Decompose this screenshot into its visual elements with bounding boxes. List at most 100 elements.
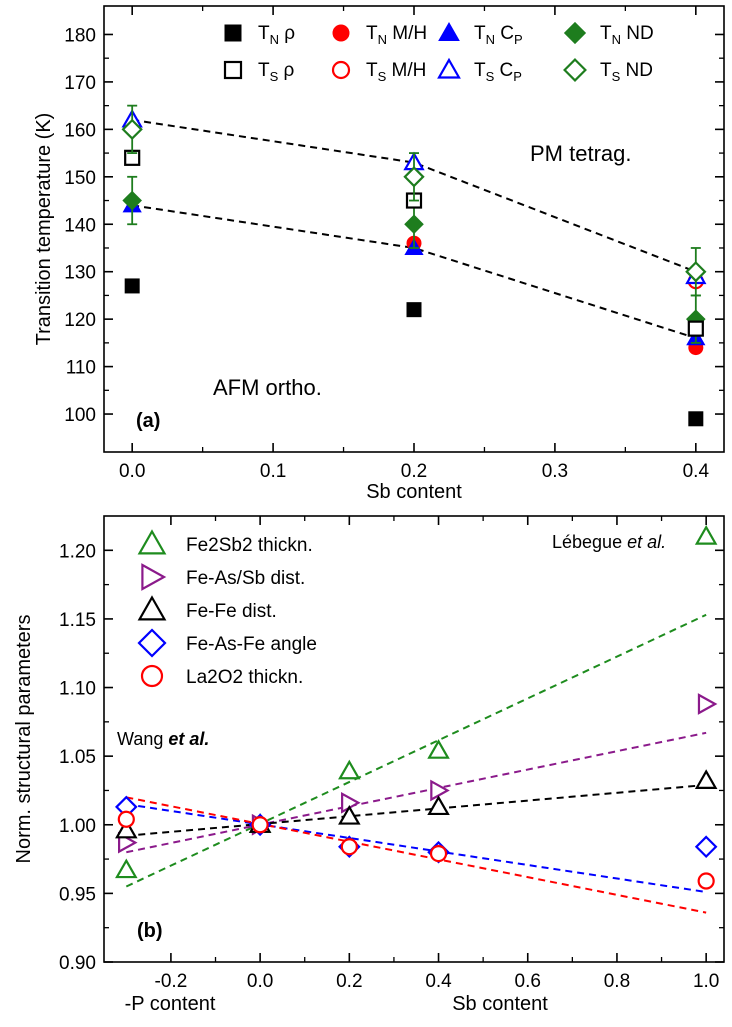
panel-b-legend-marker bbox=[137, 628, 167, 658]
legend-subscript: N bbox=[486, 32, 495, 47]
region-label-pm-tetragonal: PM tetrag. bbox=[530, 141, 631, 166]
panel-b-point bbox=[697, 872, 715, 890]
panel-a-x-tick-label: 0.3 bbox=[542, 461, 568, 482]
panel-b-point bbox=[697, 693, 718, 715]
panel-b-x-tick-label: 1.0 bbox=[693, 971, 719, 992]
panel-b-chart: -0.2 0.0 0.2 0.4 0.6 0.8 1.0 0.90 0.95 1.00 1.05 1.… bbox=[13, 515, 725, 1015]
panel-a-point bbox=[403, 166, 425, 188]
legend-subscript: S bbox=[378, 69, 387, 84]
panel-b-point bbox=[694, 769, 718, 789]
panel-a-point bbox=[406, 302, 422, 318]
legend-subscript: N bbox=[612, 32, 621, 47]
panel-a-y-tick-label: 170 bbox=[64, 73, 96, 94]
panel-a-legend-marker bbox=[563, 21, 587, 45]
panel-b-point bbox=[251, 816, 269, 834]
panel-a-y-tick-label: 140 bbox=[64, 215, 96, 236]
panel-a-legend-label: TN CP bbox=[474, 23, 523, 47]
panel-b-y-tick-label: 0.95 bbox=[59, 884, 96, 905]
panel-a-axes: 0.0 0.1 0.2 0.3 0.4 100 110 120 130 140 150 160 170 1… bbox=[64, 6, 724, 482]
panel-a-guide-lines bbox=[132, 118, 697, 340]
panel-b-y-tick-label: 1.20 bbox=[59, 541, 96, 562]
panel-b-point bbox=[338, 759, 361, 780]
panel-a-legend-marker bbox=[223, 60, 243, 80]
legend-symbol: T bbox=[366, 23, 378, 44]
legend-quantity: C bbox=[495, 23, 514, 44]
panel-b-fit-line bbox=[126, 803, 707, 894]
legend-quantity-subscript: P bbox=[513, 69, 522, 84]
panel-a-y-tick-label: 180 bbox=[64, 25, 96, 46]
legend-subscript: S bbox=[612, 69, 621, 84]
panel-a-legend-label: TN ρ bbox=[258, 23, 295, 47]
panel-b-label: (b) bbox=[137, 920, 163, 942]
legend-quantity: ρ bbox=[279, 23, 295, 44]
panel-a-dashed-guide bbox=[132, 118, 697, 273]
panel-b-fit-line bbox=[126, 796, 707, 914]
panel-b-axes: -0.2 0.0 0.2 0.4 0.6 0.8 1.0 0.90 0.95 1.00 1.05 1.… bbox=[59, 516, 724, 992]
panel-b-fit-line bbox=[126, 731, 707, 854]
panel-b-y-tick-label: 1.00 bbox=[59, 816, 96, 837]
panel-a-legend-marker bbox=[437, 57, 461, 79]
region-label-afm-orthorhombic: AFM ortho. bbox=[213, 375, 322, 400]
legend-quantity-subscript: P bbox=[514, 32, 523, 47]
panel-a-chart: 0.0 0.1 0.2 0.3 0.4 100 110 120 130 140 150 160 170 1… bbox=[33, 5, 725, 503]
legend-subscript: S bbox=[486, 69, 495, 84]
legend-quantity: ρ bbox=[278, 60, 294, 81]
legend-quantity: ND bbox=[620, 60, 653, 81]
panel-b-point bbox=[430, 779, 450, 802]
legend-subscript: N bbox=[378, 32, 387, 47]
reference-lebegue: Lébegue et al. bbox=[552, 532, 666, 552]
panel-b-legend-marker bbox=[141, 563, 167, 591]
panel-a-y-tick-label: 150 bbox=[64, 168, 96, 189]
panel-b-frame bbox=[103, 515, 725, 963]
panel-b-point bbox=[338, 804, 361, 825]
panel-a-x-axis-label: Sb content bbox=[366, 481, 462, 503]
panel-a-y-tick-label: 160 bbox=[64, 120, 96, 141]
legend-quantity: ND bbox=[621, 23, 654, 44]
legend-symbol: T bbox=[474, 23, 486, 44]
panel-a-point bbox=[685, 261, 707, 283]
panel-a-legend-label: TN M/H bbox=[366, 23, 427, 47]
panel-a-y-tick-label: 130 bbox=[64, 263, 96, 284]
panel-a-legend-label: TS ND bbox=[600, 60, 653, 84]
legend-symbol: T bbox=[366, 60, 378, 81]
reference-wang-etal: et al. bbox=[168, 729, 209, 749]
legend-symbol: T bbox=[258, 23, 270, 44]
panel-b-legend-label: Fe-As-Fe angle bbox=[186, 634, 317, 655]
panel-b-x-axis-label-left: -P content bbox=[125, 993, 216, 1015]
panel-b-fit-line bbox=[126, 783, 707, 837]
panel-b-legend-marker bbox=[137, 595, 167, 621]
panel-b-x-tick-label: 0.2 bbox=[336, 971, 362, 992]
panel-b-x-tick-label: -0.2 bbox=[155, 971, 188, 992]
legend-symbol: T bbox=[258, 60, 270, 81]
panel-a-point bbox=[121, 118, 143, 141]
legend-quantity: M/H bbox=[386, 60, 426, 81]
panel-b-x-tick-label: 0.4 bbox=[425, 971, 452, 992]
panel-b-legend-label: Fe-Fe dist. bbox=[186, 601, 277, 622]
panel-a-x-tick-label: 0.0 bbox=[119, 461, 145, 482]
legend-subscript: S bbox=[270, 69, 279, 84]
panel-a-legend-label: TS M/H bbox=[366, 60, 426, 84]
panel-b-x-tick-label: 0.6 bbox=[515, 971, 541, 992]
panel-b-x-axis-label: Sb content bbox=[452, 993, 548, 1015]
panel-b-point bbox=[694, 835, 718, 859]
panel-b-point bbox=[427, 795, 450, 816]
panel-a-y-tick-label: 110 bbox=[66, 358, 96, 379]
panel-b-legend: Fe2Sb2 thickn. Fe-As/Sb dist. Fe-Fe dist. F… bbox=[137, 529, 317, 688]
legend-symbol: T bbox=[600, 23, 612, 44]
panel-a-y-axis-label: Transition temperature (K) bbox=[33, 113, 55, 346]
panel-b-point bbox=[117, 810, 135, 828]
panel-a-x-tick-label: 0.2 bbox=[401, 461, 427, 482]
panel-b-point bbox=[427, 739, 450, 759]
panel-b-data-marks bbox=[114, 524, 718, 890]
panel-a-dashed-guide bbox=[132, 204, 697, 340]
panel-a-legend-marker bbox=[563, 58, 587, 82]
panel-b-legend-label: Fe-As/Sb dist. bbox=[186, 568, 305, 589]
panel-b-point bbox=[429, 844, 448, 863]
panel-b-fit-lines bbox=[125, 613, 707, 914]
panel-b-y-tick-label: 1.05 bbox=[59, 747, 96, 768]
panel-a-x-tick-label: 0.1 bbox=[260, 461, 286, 482]
reference-wang-name: Wang bbox=[117, 729, 163, 749]
panel-a-legend-label: TN ND bbox=[600, 23, 654, 47]
